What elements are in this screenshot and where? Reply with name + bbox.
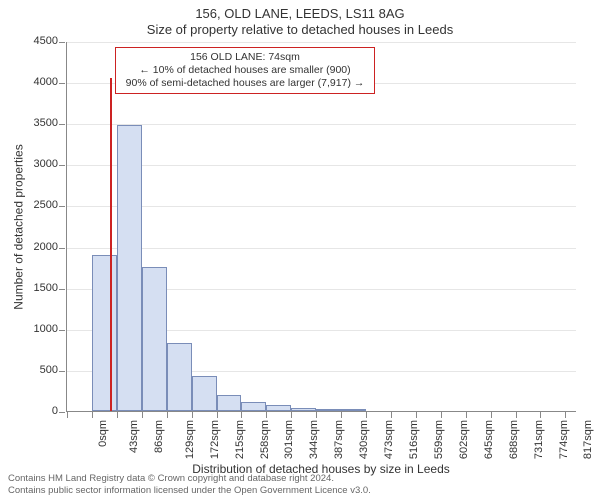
footer-line-2: Contains public sector information licen…	[8, 485, 592, 496]
marker-line	[110, 78, 112, 411]
x-tick-label: 258sqm	[259, 420, 271, 459]
x-tick-label: 430sqm	[358, 420, 370, 459]
y-tick-label: 4500	[24, 35, 58, 47]
x-tick-label: 344sqm	[309, 420, 321, 459]
x-tick-label: 301sqm	[284, 420, 296, 459]
x-tick-label: 172sqm	[209, 420, 221, 459]
x-tick-label: 602sqm	[458, 420, 470, 459]
y-tick	[59, 330, 65, 331]
x-tick-label: 774sqm	[558, 420, 570, 459]
histogram-bar	[117, 125, 142, 411]
y-tick-label: 500	[24, 364, 58, 376]
x-tick	[316, 412, 317, 418]
x-tick	[341, 412, 342, 418]
gridline	[67, 165, 576, 166]
y-tick-label: 4000	[24, 76, 58, 88]
plot-area: 156 OLD LANE: 74sqm← 10% of detached hou…	[66, 42, 576, 412]
y-tick	[59, 165, 65, 166]
x-tick	[92, 412, 93, 418]
chart-container: 156, OLD LANE, LEEDS, LS11 8AG Size of p…	[0, 0, 600, 500]
histogram-bar	[167, 343, 192, 411]
histogram-bar	[142, 267, 167, 411]
y-tick	[59, 124, 65, 125]
x-tick	[565, 412, 566, 418]
x-tick	[491, 412, 492, 418]
x-tick-label: 43sqm	[128, 420, 140, 453]
histogram-bar	[341, 409, 366, 411]
x-tick-label: 387sqm	[333, 420, 345, 459]
y-tick	[59, 371, 65, 372]
y-tick	[59, 248, 65, 249]
histogram-bar	[316, 409, 341, 411]
y-tick-label: 3000	[24, 158, 58, 170]
y-tick-label: 0	[24, 405, 58, 417]
x-tick	[466, 412, 467, 418]
histogram-bar	[217, 395, 242, 411]
footer-line-1: Contains HM Land Registry data © Crown c…	[8, 473, 592, 484]
x-tick	[142, 412, 143, 418]
annotation-line: 90% of semi-detached houses are larger (…	[122, 77, 368, 90]
y-tick	[59, 412, 65, 413]
x-tick	[291, 412, 292, 418]
y-tick-label: 1500	[24, 282, 58, 294]
x-tick-label: 129sqm	[184, 420, 196, 459]
x-tick-label: 731sqm	[533, 420, 545, 459]
y-tick	[59, 289, 65, 290]
y-tick-label: 3500	[24, 117, 58, 129]
histogram-bar	[241, 402, 266, 411]
x-tick	[67, 412, 68, 418]
x-tick-label: 0sqm	[97, 420, 109, 447]
x-tick-label: 473sqm	[383, 420, 395, 459]
x-tick-label: 817sqm	[583, 420, 595, 459]
footer: Contains HM Land Registry data © Crown c…	[8, 473, 592, 496]
y-tick	[59, 42, 65, 43]
annotation-box: 156 OLD LANE: 74sqm← 10% of detached hou…	[115, 47, 375, 94]
x-tick	[266, 412, 267, 418]
title-main: 156, OLD LANE, LEEDS, LS11 8AG	[0, 6, 600, 21]
gridline	[67, 206, 576, 207]
y-tick-label: 2500	[24, 199, 58, 211]
histogram-bar	[192, 376, 217, 411]
y-tick-label: 1000	[24, 323, 58, 335]
histogram-bar	[92, 255, 117, 411]
x-tick	[416, 412, 417, 418]
x-tick-label: 516sqm	[408, 420, 420, 459]
gridline	[67, 124, 576, 125]
x-tick	[441, 412, 442, 418]
x-tick	[117, 412, 118, 418]
title-sub: Size of property relative to detached ho…	[0, 22, 600, 37]
y-tick	[59, 206, 65, 207]
histogram-bar	[266, 405, 291, 411]
x-tick-label: 688sqm	[508, 420, 520, 459]
x-tick	[241, 412, 242, 418]
annotation-line: ← 10% of detached houses are smaller (90…	[122, 64, 368, 77]
y-tick-label: 2000	[24, 241, 58, 253]
y-axis-title: Number of detached properties	[12, 42, 26, 412]
x-tick-label: 559sqm	[433, 420, 445, 459]
x-tick	[167, 412, 168, 418]
gridline	[67, 248, 576, 249]
x-tick-label: 86sqm	[153, 420, 165, 453]
x-tick	[366, 412, 367, 418]
histogram-bar	[291, 408, 316, 411]
x-tick-label: 645sqm	[483, 420, 495, 459]
x-tick	[516, 412, 517, 418]
x-tick-label: 215sqm	[234, 420, 246, 459]
gridline	[67, 42, 576, 43]
y-tick	[59, 83, 65, 84]
x-tick	[217, 412, 218, 418]
x-tick	[540, 412, 541, 418]
annotation-line: 156 OLD LANE: 74sqm	[122, 51, 368, 64]
x-tick	[192, 412, 193, 418]
x-tick	[391, 412, 392, 418]
